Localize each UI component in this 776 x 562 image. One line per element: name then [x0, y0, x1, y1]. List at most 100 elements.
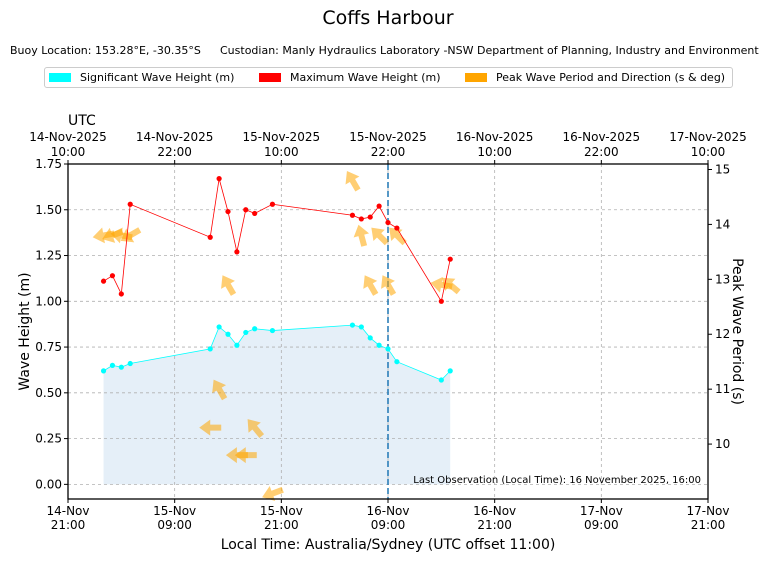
- maximum-height-point: [127, 201, 133, 207]
- y-tick-label: 1.25: [35, 249, 62, 263]
- x-tick-label-time: 09:00: [371, 518, 406, 532]
- significant-height-point: [216, 324, 222, 330]
- period-direction-arrow: [371, 227, 390, 246]
- significant-height-point: [127, 360, 133, 367]
- period-direction-arrow: [221, 275, 237, 296]
- maximum-height-point: [269, 201, 276, 207]
- period-direction-arrow: [430, 276, 453, 293]
- period-direction-arrow: [381, 275, 397, 296]
- arrow-shape: [371, 227, 390, 246]
- maximum-height-point: [234, 249, 240, 255]
- legend-label-period: Peak Wave Period and Direction (s & deg): [496, 71, 726, 84]
- y2-tick-label: 15: [715, 162, 730, 176]
- y2-tick-label: 13: [715, 272, 730, 286]
- maximum-height-point: [447, 256, 453, 262]
- significant-height-point: [118, 364, 124, 370]
- period-direction-arrow: [441, 277, 461, 295]
- significant-height-point: [243, 329, 249, 336]
- legend: Significant Wave Height (m) Maximum Wave…: [44, 67, 733, 88]
- arrow-shape: [199, 419, 222, 436]
- top-x-tick-label-time: 22:00: [157, 145, 192, 159]
- significant-height-point: [109, 362, 116, 368]
- legend-swatch-significant: [49, 73, 71, 82]
- significant-height-point: [234, 342, 240, 348]
- x-tick-label-date: 15-Nov: [260, 504, 303, 518]
- x-tick-label-time: 21:00: [51, 518, 86, 532]
- significant-height-point: [438, 377, 444, 383]
- maximum-height-point: [385, 219, 391, 226]
- top-x-tick-label-date: 15-Nov-2025: [349, 130, 427, 144]
- y-tick-label: 0.25: [35, 432, 62, 446]
- y-tick-label: 0.00: [35, 477, 62, 491]
- significant-height-point: [207, 346, 213, 352]
- legend-swatch-maximum: [259, 73, 281, 82]
- legend-item-significant: Significant Wave Height (m): [49, 71, 234, 84]
- maximum-height-point: [207, 234, 213, 240]
- top-x-tick-label-time: 10:00: [51, 145, 86, 159]
- x-tick-label-date: 16-Nov: [473, 504, 516, 518]
- period-direction-arrow: [363, 275, 379, 296]
- legend-label-significant: Significant Wave Height (m): [80, 71, 235, 84]
- period-direction-arrow: [262, 485, 284, 502]
- custodian: Custodian: Manly Hydraulics Laboratory -…: [220, 44, 759, 57]
- maximum-height-point: [376, 203, 382, 209]
- period-direction-arrow: [345, 170, 361, 192]
- period-direction-arrow: [212, 379, 228, 401]
- maximum-height-point: [118, 291, 124, 297]
- x-axis-label: Local Time: Australia/Sydney (UTC offset…: [221, 537, 556, 553]
- x-tick-label-time: 21:00: [264, 518, 299, 532]
- y2-axis-label: Peak Wave Period (s): [729, 258, 745, 405]
- top-x-tick-label-time: 22:00: [371, 145, 406, 159]
- period-direction-arrow: [353, 224, 370, 247]
- top-x-tick-label-time: 10:00: [691, 145, 726, 159]
- buoy-location: Buoy Location: 153.28°E, -30.35°S: [10, 44, 201, 57]
- significant-height-point: [252, 326, 258, 332]
- maximum-height-point: [109, 273, 116, 279]
- significant-height-point: [358, 324, 364, 330]
- x-tick-label-date: 17-Nov: [580, 504, 623, 518]
- y-tick-label: 1.50: [35, 203, 62, 217]
- maximum-height-point: [438, 298, 444, 304]
- significant-height-point: [394, 359, 400, 365]
- y2-tick-label: 10: [715, 437, 730, 451]
- top-x-tick-label-date: 17-Nov-2025: [669, 130, 747, 144]
- significant-height-point: [385, 346, 391, 352]
- significant-height-point: [367, 335, 373, 341]
- significant-height-point: [225, 331, 231, 337]
- x-tick-label-time: 09:00: [157, 518, 192, 532]
- arrow-shape: [441, 277, 461, 295]
- y2-tick-label: 14: [715, 217, 730, 231]
- arrow-shape: [234, 447, 257, 464]
- maximum-height-point: [225, 208, 231, 215]
- legend-swatch-period: [465, 73, 487, 82]
- top-x-tick-label-date: 15-Nov-2025: [243, 130, 321, 144]
- arrow-shape: [212, 379, 228, 401]
- maximum-height-point: [243, 207, 249, 213]
- period-direction-arrow: [389, 227, 407, 246]
- arrow-shape: [389, 227, 407, 246]
- chart-title: Coffs Harbour: [322, 7, 454, 29]
- y-tick-label: 1.75: [35, 157, 62, 171]
- significant-height-point: [269, 327, 276, 334]
- top-x-tick-label-time: 10:00: [264, 145, 299, 159]
- arrow-shape: [247, 419, 265, 438]
- x-tick-label-date: 17-Nov: [686, 504, 729, 518]
- y-axis-label: Wave Height (m): [17, 272, 33, 390]
- maximum-height-point: [358, 216, 364, 222]
- maximum-height-point: [394, 225, 400, 231]
- arrow-shape: [120, 227, 142, 243]
- y2-tick-label: 11: [715, 382, 730, 396]
- maximum-height-point: [367, 214, 373, 220]
- period-direction-arrow: [234, 447, 257, 464]
- top-x-tick-label-time: 10:00: [477, 145, 512, 159]
- y-tick-label: 1.00: [35, 294, 62, 308]
- significant-height-area: [103, 325, 451, 485]
- legend-item-maximum: Maximum Wave Height (m): [259, 71, 441, 84]
- significant-height-point: [447, 368, 453, 374]
- maximum-height-point: [216, 176, 222, 182]
- arrow-shape: [363, 275, 379, 296]
- arrow-shape: [345, 170, 361, 192]
- top-x-tick-label-date: 14-Nov-2025: [136, 130, 214, 144]
- y-tick-label: 0.50: [35, 386, 62, 400]
- significant-height-point: [349, 322, 356, 328]
